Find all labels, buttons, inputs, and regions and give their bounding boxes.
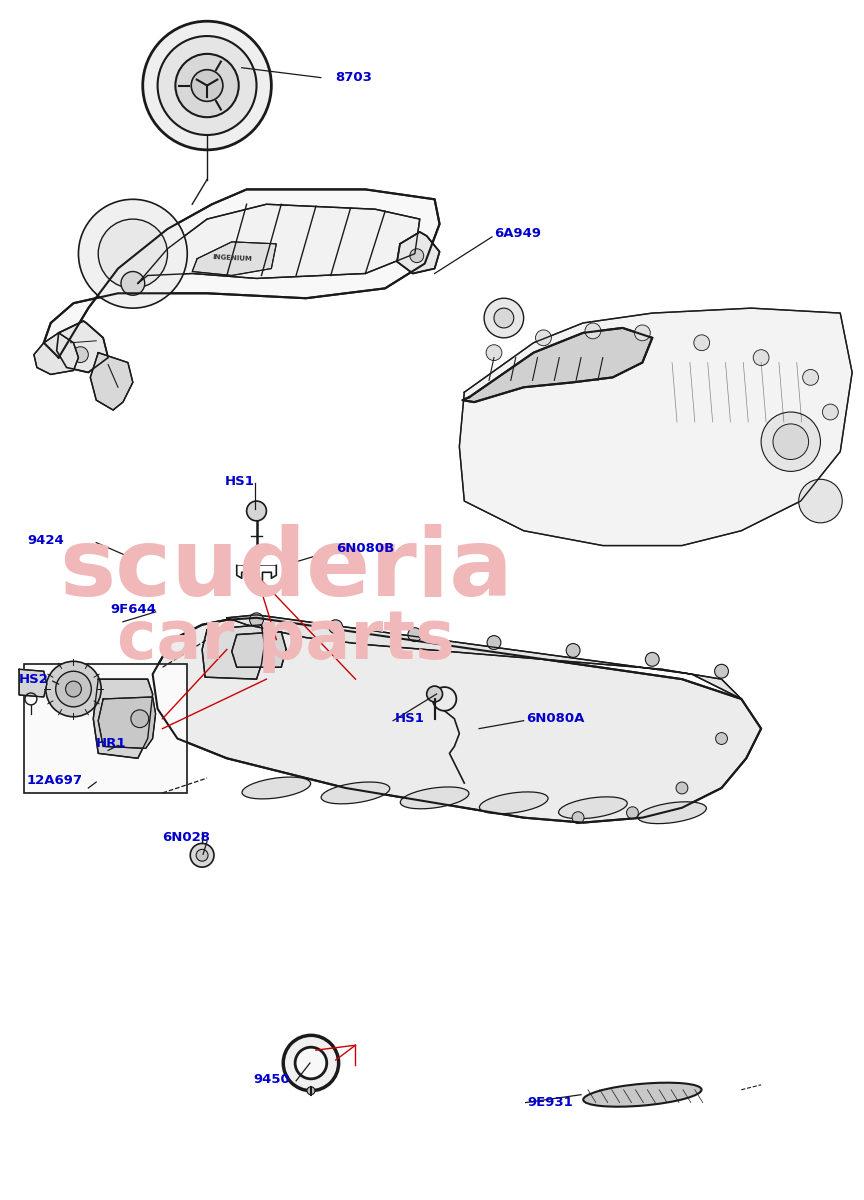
Circle shape bbox=[484, 299, 524, 338]
Circle shape bbox=[175, 54, 238, 118]
Circle shape bbox=[190, 844, 214, 868]
Ellipse shape bbox=[321, 782, 390, 804]
Circle shape bbox=[283, 1036, 339, 1091]
Circle shape bbox=[55, 671, 92, 707]
Circle shape bbox=[250, 613, 264, 626]
Text: 9424: 9424 bbox=[27, 534, 64, 547]
Circle shape bbox=[410, 248, 423, 263]
Circle shape bbox=[73, 347, 88, 362]
Text: 12A697: 12A697 bbox=[27, 774, 83, 786]
Circle shape bbox=[753, 349, 769, 366]
Text: HS1: HS1 bbox=[225, 475, 255, 487]
Text: 6N028: 6N028 bbox=[162, 830, 211, 844]
Circle shape bbox=[157, 36, 257, 134]
Text: 9F644: 9F644 bbox=[110, 604, 156, 617]
Polygon shape bbox=[98, 697, 156, 749]
Polygon shape bbox=[232, 631, 286, 667]
Bar bbox=[24, 665, 187, 793]
Polygon shape bbox=[34, 332, 79, 374]
Ellipse shape bbox=[480, 792, 548, 814]
Circle shape bbox=[626, 806, 638, 818]
Circle shape bbox=[798, 479, 842, 523]
Circle shape bbox=[694, 335, 709, 350]
Text: car parts: car parts bbox=[118, 606, 455, 672]
Polygon shape bbox=[57, 320, 108, 372]
Polygon shape bbox=[137, 204, 420, 283]
Circle shape bbox=[715, 732, 727, 744]
Text: 9E931: 9E931 bbox=[528, 1096, 574, 1109]
Ellipse shape bbox=[400, 787, 469, 809]
Circle shape bbox=[79, 199, 187, 308]
Circle shape bbox=[715, 665, 728, 678]
Circle shape bbox=[295, 1048, 327, 1079]
Polygon shape bbox=[462, 328, 652, 402]
Polygon shape bbox=[192, 242, 276, 276]
Polygon shape bbox=[19, 670, 47, 697]
Circle shape bbox=[427, 686, 442, 702]
Text: HS1: HS1 bbox=[395, 713, 425, 725]
Ellipse shape bbox=[242, 778, 311, 799]
Text: INGENIUM: INGENIUM bbox=[213, 253, 253, 262]
Circle shape bbox=[196, 850, 208, 862]
Text: 6A949: 6A949 bbox=[494, 228, 541, 240]
Polygon shape bbox=[397, 232, 440, 274]
Circle shape bbox=[761, 412, 821, 472]
Circle shape bbox=[494, 308, 514, 328]
Polygon shape bbox=[91, 353, 133, 410]
Circle shape bbox=[143, 22, 271, 150]
Text: 9450: 9450 bbox=[253, 1073, 290, 1086]
Text: scuderia: scuderia bbox=[60, 524, 513, 617]
Circle shape bbox=[46, 661, 101, 716]
Circle shape bbox=[98, 220, 168, 288]
Polygon shape bbox=[227, 614, 741, 698]
Circle shape bbox=[121, 271, 145, 295]
Circle shape bbox=[486, 344, 502, 360]
Circle shape bbox=[328, 619, 343, 634]
Circle shape bbox=[408, 628, 422, 642]
Circle shape bbox=[773, 424, 809, 460]
Polygon shape bbox=[93, 679, 153, 758]
Circle shape bbox=[536, 330, 551, 346]
Circle shape bbox=[307, 1087, 314, 1094]
Circle shape bbox=[130, 710, 149, 727]
Circle shape bbox=[487, 636, 501, 649]
Circle shape bbox=[803, 370, 818, 385]
Text: HR1: HR1 bbox=[96, 737, 127, 750]
Ellipse shape bbox=[559, 797, 627, 818]
Text: HS2: HS2 bbox=[19, 673, 49, 685]
Text: 8703: 8703 bbox=[336, 71, 372, 84]
Circle shape bbox=[823, 404, 838, 420]
Circle shape bbox=[634, 325, 651, 341]
Circle shape bbox=[645, 653, 659, 666]
Ellipse shape bbox=[638, 802, 707, 823]
Circle shape bbox=[585, 323, 600, 338]
Circle shape bbox=[246, 502, 266, 521]
Circle shape bbox=[66, 682, 81, 697]
Circle shape bbox=[566, 643, 580, 658]
Ellipse shape bbox=[583, 1082, 702, 1106]
Polygon shape bbox=[44, 190, 440, 358]
Polygon shape bbox=[153, 618, 761, 823]
Text: 6N080A: 6N080A bbox=[525, 713, 584, 725]
Circle shape bbox=[572, 811, 584, 823]
Polygon shape bbox=[202, 625, 264, 679]
Circle shape bbox=[191, 70, 223, 101]
Circle shape bbox=[676, 782, 688, 794]
Polygon shape bbox=[460, 308, 852, 546]
Text: 6N080B: 6N080B bbox=[336, 542, 394, 556]
